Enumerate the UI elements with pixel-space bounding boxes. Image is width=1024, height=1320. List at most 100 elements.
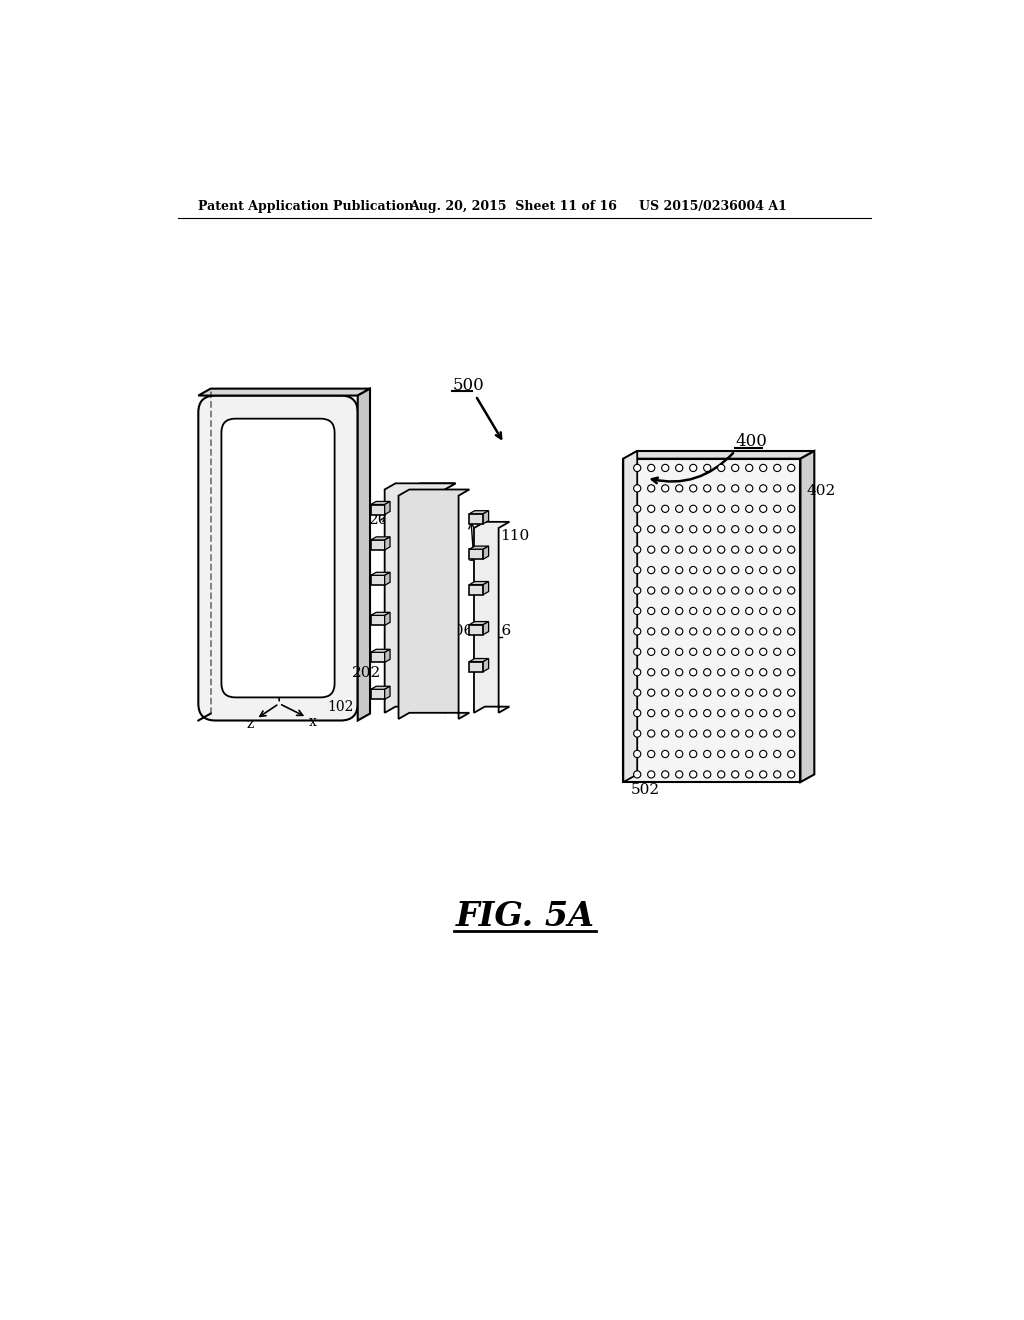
Circle shape bbox=[705, 751, 710, 756]
Circle shape bbox=[760, 689, 767, 696]
Circle shape bbox=[775, 548, 779, 552]
Text: 110: 110 bbox=[500, 529, 529, 543]
Circle shape bbox=[663, 548, 668, 552]
Circle shape bbox=[662, 628, 669, 635]
Circle shape bbox=[746, 486, 752, 491]
Circle shape bbox=[649, 751, 653, 756]
Circle shape bbox=[691, 630, 695, 634]
Circle shape bbox=[774, 587, 780, 594]
Polygon shape bbox=[385, 483, 456, 713]
Circle shape bbox=[635, 568, 640, 573]
Circle shape bbox=[676, 525, 683, 533]
Circle shape bbox=[788, 710, 794, 715]
Circle shape bbox=[691, 507, 695, 511]
Circle shape bbox=[691, 609, 695, 614]
Circle shape bbox=[760, 730, 767, 737]
Polygon shape bbox=[371, 649, 390, 652]
Circle shape bbox=[733, 466, 737, 470]
Circle shape bbox=[719, 568, 724, 573]
Circle shape bbox=[690, 525, 696, 533]
Circle shape bbox=[662, 648, 669, 655]
Circle shape bbox=[634, 525, 641, 533]
Circle shape bbox=[787, 710, 795, 717]
Circle shape bbox=[649, 609, 653, 614]
Circle shape bbox=[690, 710, 696, 717]
Text: 400: 400 bbox=[735, 433, 767, 450]
Text: US 2015/0236004 A1: US 2015/0236004 A1 bbox=[639, 199, 786, 213]
Circle shape bbox=[746, 649, 752, 655]
Bar bbox=[469, 513, 483, 524]
Circle shape bbox=[648, 566, 654, 574]
Circle shape bbox=[703, 525, 711, 533]
Circle shape bbox=[676, 587, 683, 594]
Text: x: x bbox=[309, 715, 317, 729]
Circle shape bbox=[788, 751, 794, 756]
Circle shape bbox=[733, 527, 737, 532]
Circle shape bbox=[703, 628, 711, 635]
Circle shape bbox=[760, 484, 767, 492]
Circle shape bbox=[705, 589, 710, 593]
Circle shape bbox=[635, 486, 640, 491]
Text: 124: 124 bbox=[466, 550, 496, 564]
Circle shape bbox=[788, 507, 794, 511]
Circle shape bbox=[719, 649, 724, 655]
Circle shape bbox=[760, 587, 767, 594]
Circle shape bbox=[663, 589, 668, 593]
Polygon shape bbox=[469, 511, 488, 513]
Circle shape bbox=[677, 630, 682, 634]
Circle shape bbox=[718, 730, 725, 737]
Circle shape bbox=[760, 566, 767, 574]
Circle shape bbox=[760, 648, 767, 655]
Circle shape bbox=[676, 607, 683, 614]
Circle shape bbox=[718, 566, 725, 574]
Text: 216: 216 bbox=[483, 624, 512, 638]
Circle shape bbox=[788, 548, 794, 552]
Circle shape bbox=[732, 628, 738, 635]
Circle shape bbox=[662, 587, 669, 594]
Circle shape bbox=[760, 710, 767, 717]
Polygon shape bbox=[371, 686, 390, 689]
Circle shape bbox=[635, 466, 640, 470]
Circle shape bbox=[745, 506, 753, 512]
Circle shape bbox=[746, 609, 752, 614]
Circle shape bbox=[648, 484, 654, 492]
Circle shape bbox=[705, 507, 710, 511]
Polygon shape bbox=[624, 451, 814, 459]
Circle shape bbox=[676, 546, 683, 553]
Circle shape bbox=[775, 568, 779, 573]
Circle shape bbox=[676, 730, 683, 737]
Circle shape bbox=[649, 589, 653, 593]
Circle shape bbox=[718, 648, 725, 655]
Circle shape bbox=[788, 609, 794, 614]
Circle shape bbox=[788, 671, 794, 675]
Circle shape bbox=[690, 587, 696, 594]
Circle shape bbox=[648, 607, 654, 614]
Circle shape bbox=[774, 710, 780, 717]
Circle shape bbox=[761, 548, 766, 552]
Circle shape bbox=[788, 466, 794, 470]
Circle shape bbox=[787, 465, 795, 471]
Circle shape bbox=[761, 507, 766, 511]
Circle shape bbox=[705, 649, 710, 655]
Circle shape bbox=[718, 771, 725, 777]
Circle shape bbox=[774, 484, 780, 492]
Polygon shape bbox=[801, 451, 814, 781]
Circle shape bbox=[745, 669, 753, 676]
Circle shape bbox=[634, 484, 641, 492]
Circle shape bbox=[662, 730, 669, 737]
Circle shape bbox=[745, 771, 753, 777]
Circle shape bbox=[663, 486, 668, 491]
Circle shape bbox=[648, 628, 654, 635]
Circle shape bbox=[732, 587, 738, 594]
Circle shape bbox=[691, 548, 695, 552]
Circle shape bbox=[775, 731, 779, 735]
Circle shape bbox=[648, 525, 654, 533]
Circle shape bbox=[745, 484, 753, 492]
Circle shape bbox=[690, 566, 696, 574]
Circle shape bbox=[774, 771, 780, 777]
Circle shape bbox=[760, 506, 767, 512]
Circle shape bbox=[719, 751, 724, 756]
Circle shape bbox=[760, 751, 767, 758]
Circle shape bbox=[787, 648, 795, 655]
Circle shape bbox=[691, 527, 695, 532]
